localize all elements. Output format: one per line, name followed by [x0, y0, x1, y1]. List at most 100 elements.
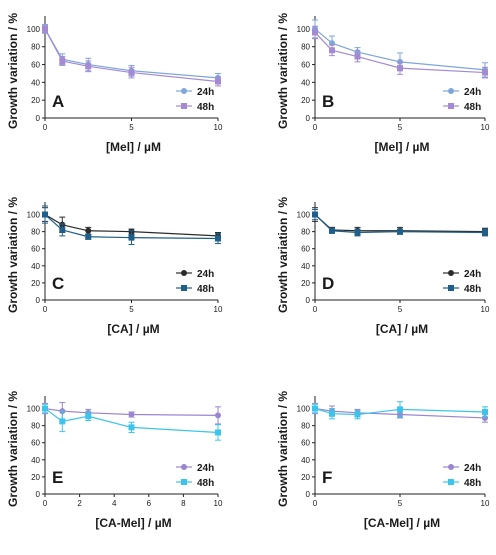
panel-c: 0 20 40 60 80 100 0 5 10 [CA] / µM Growth variatio… [6, 197, 223, 336]
legend-label: 24h [197, 269, 214, 280]
y-tick-label: 40 [31, 78, 40, 87]
y-tick-label: 100 [27, 405, 41, 414]
legend-marker [448, 285, 454, 291]
legend-marker [181, 88, 187, 94]
y-axis-title: Growth variation / % [6, 391, 20, 507]
y-tick-label: 0 [306, 296, 311, 305]
legend-label: 48h [197, 478, 214, 489]
series-48h [42, 403, 221, 441]
series-48h [312, 25, 488, 79]
series-48h [312, 208, 488, 237]
legend-marker [448, 479, 454, 485]
legend-item-24h: 24h [176, 269, 214, 280]
y-tick-label: 0 [306, 114, 311, 123]
y-tick-label: 20 [31, 473, 40, 482]
legend-item-24h: 24h [443, 87, 481, 98]
y-tick-label: 0 [306, 490, 311, 499]
y-tick-label: 100 [297, 405, 311, 414]
legend-label: 24h [197, 463, 214, 474]
data-point [354, 411, 361, 418]
series-48h [312, 401, 488, 420]
legend-label: 24h [464, 87, 481, 98]
x-axis-title: [CA] / µM [107, 322, 159, 336]
x-tick-label: 10 [214, 123, 223, 132]
legend-label: 24h [197, 87, 214, 98]
legend-marker [448, 88, 454, 94]
y-tick-label: 20 [301, 96, 310, 105]
y-tick-label: 60 [31, 61, 40, 70]
y-tick-label: 100 [27, 211, 41, 220]
x-axis-title: [CA] / µM [376, 322, 428, 336]
y-tick-label: 40 [31, 456, 40, 465]
legend-marker [448, 464, 454, 470]
series-24h [42, 402, 221, 425]
data-point [42, 405, 48, 412]
panel-letter: C [52, 274, 64, 293]
y-axis-title: Growth variation / % [276, 197, 290, 313]
panel-letter: D [322, 274, 334, 293]
y-tick-label: 100 [27, 25, 41, 34]
legend-item-24h: 24h [176, 463, 214, 474]
y-axis-title: Growth variation / % [276, 13, 290, 129]
x-tick-label: 10 [481, 123, 490, 132]
data-point [354, 229, 361, 236]
data-point [42, 211, 48, 218]
panel-letter: F [322, 468, 332, 487]
legend-item-48h: 48h [176, 284, 214, 295]
data-point [329, 410, 335, 417]
x-tick-label: 10 [214, 305, 223, 314]
x-axis-title: [CA-Mel] / µM [364, 516, 440, 530]
data-point [482, 414, 488, 421]
legend-item-24h: 24h [176, 87, 214, 98]
legend-item-24h: 24h [443, 269, 481, 280]
y-tick-label: 60 [301, 245, 310, 254]
legend-item-48h: 48h [443, 102, 481, 113]
x-axis-title: [Mel] / µM [375, 140, 430, 154]
y-tick-label: 40 [31, 262, 40, 271]
legend-label: 24h [464, 463, 481, 474]
data-point [128, 234, 135, 241]
series-48h [42, 205, 221, 245]
x-tick-label: 0 [313, 123, 318, 132]
legend-marker [181, 285, 187, 291]
legend-label: 24h [464, 269, 481, 280]
panel-f: 0 20 40 60 80 100 0 5 10 [CA-Mel] / µM Growth vari… [276, 391, 490, 530]
data-point [215, 429, 221, 436]
data-point [354, 53, 361, 60]
legend-marker [448, 270, 454, 276]
data-point [85, 227, 92, 234]
data-point [312, 29, 318, 36]
y-tick-label: 100 [297, 25, 311, 34]
legend-label: 48h [464, 284, 481, 295]
x-tick-label: 0 [313, 305, 318, 314]
y-tick-label: 0 [36, 296, 41, 305]
x-tick-label: 5 [398, 305, 403, 314]
y-tick-label: 80 [301, 228, 310, 237]
data-point [215, 78, 221, 85]
y-tick-label: 80 [31, 228, 40, 237]
y-tick-label: 40 [301, 262, 310, 271]
data-point [329, 47, 335, 54]
y-tick-label: 80 [301, 43, 310, 52]
x-tick-label: 0 [43, 305, 48, 314]
panel-a: 0 20 40 60 80 100 0 5 10 [Mel] / µM Growth variati… [6, 13, 223, 154]
y-tick-label: 80 [301, 422, 310, 431]
x-tick-label: 0 [43, 499, 48, 508]
x-tick-label: 5 [129, 305, 134, 314]
data-point [128, 69, 135, 76]
y-tick-label: 80 [31, 43, 40, 52]
x-tick-label: 10 [481, 499, 490, 508]
y-tick-label: 80 [31, 422, 40, 431]
data-point [397, 228, 403, 235]
x-tick-label: 0 [313, 499, 318, 508]
legend-item-24h: 24h [443, 463, 481, 474]
data-point [329, 227, 335, 234]
x-tick-label: 5 [398, 123, 403, 132]
data-point [215, 235, 221, 242]
x-tick-label: 8 [181, 499, 186, 508]
y-tick-label: 20 [301, 473, 310, 482]
data-point [59, 418, 66, 425]
legend-label: 48h [197, 102, 214, 113]
y-tick-label: 60 [301, 61, 310, 70]
